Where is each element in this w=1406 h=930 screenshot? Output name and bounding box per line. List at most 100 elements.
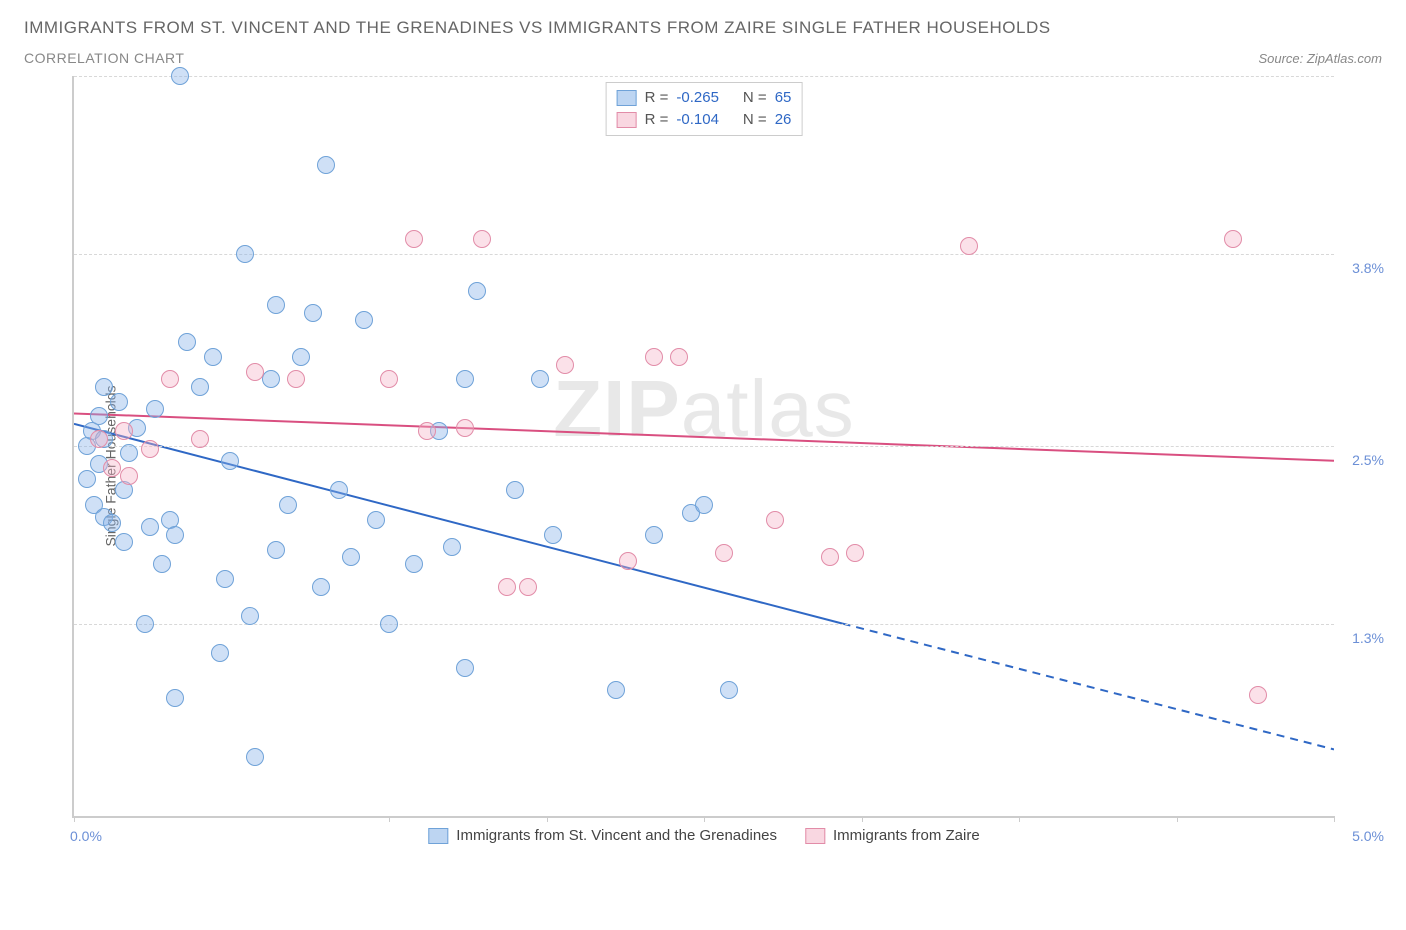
scatter-point-a [136,615,154,633]
x-tick [74,816,75,822]
scatter-point-a [330,481,348,499]
scatter-point-a [211,644,229,662]
scatter-point-b [120,467,138,485]
scatter-point-b [1224,230,1242,248]
scatter-point-b [846,544,864,562]
scatter-point-a [103,514,121,532]
y-tick-label: 1.3% [1352,630,1384,646]
scatter-point-b [287,370,305,388]
watermark-bold: ZIP [553,364,680,453]
plot-area: ZIPatlas R = -0.265 N = 65 R = -0.104 N … [72,76,1334,818]
scatter-point-b [141,440,159,458]
scatter-point-b [619,552,637,570]
scatter-point-a [115,533,133,551]
scatter-point-a [241,607,259,625]
scatter-point-a [146,400,164,418]
x-tick-label-min: 0.0% [70,828,102,844]
x-tick [1019,816,1020,822]
r-value-b: -0.104 [676,109,719,131]
source-prefix: Source: [1258,51,1306,66]
gridline [74,446,1334,447]
scatter-point-a [443,538,461,556]
scatter-point-b [191,430,209,448]
scatter-point-a [221,452,239,470]
n-label-b: N = [743,109,767,131]
legend-swatch-b-bottom [805,828,825,844]
scatter-point-b [519,578,537,596]
scatter-point-a [544,526,562,544]
legend-item-b: Immigrants from Zaire [805,827,980,844]
scatter-point-a [95,378,113,396]
n-value-a: 65 [775,87,792,109]
chart-subtitle: CORRELATION CHART [24,50,184,66]
scatter-point-b [645,348,663,366]
legend-row-b: R = -0.104 N = 26 [617,109,792,131]
x-tick [1177,816,1178,822]
source-name: ZipAtlas.com [1307,51,1382,66]
scatter-point-b [960,237,978,255]
scatter-point-a [531,370,549,388]
scatter-point-a [279,496,297,514]
regression-line [74,424,843,624]
scatter-point-a [367,511,385,529]
scatter-point-a [355,311,373,329]
scatter-point-b [115,422,133,440]
legend-correlation: R = -0.265 N = 65 R = -0.104 N = 26 [606,82,803,136]
gridline [74,254,1334,255]
scatter-point-a [141,518,159,536]
legend-row-a: R = -0.265 N = 65 [617,87,792,109]
scatter-point-a [304,304,322,322]
scatter-point-a [267,296,285,314]
legend-label-b: Immigrants from Zaire [833,827,980,844]
scatter-point-b [246,363,264,381]
scatter-point-a [246,748,264,766]
source-citation: Source: ZipAtlas.com [1258,51,1382,66]
chart-title: IMMIGRANTS FROM ST. VINCENT AND THE GREN… [24,18,1382,38]
r-label-b: R = [645,109,669,131]
scatter-point-a [178,333,196,351]
n-label-a: N = [743,87,767,109]
y-tick-label: 2.5% [1352,452,1384,468]
watermark-rest: atlas [681,364,855,453]
scatter-point-a [456,659,474,677]
y-tick-label: 3.8% [1352,260,1384,276]
x-tick [1334,816,1335,822]
scatter-point-a [90,407,108,425]
x-tick [547,816,548,822]
x-tick [862,816,863,822]
scatter-point-b [670,348,688,366]
scatter-point-a [166,526,184,544]
chart-container: Single Father Households ZIPatlas R = -0… [24,76,1382,856]
scatter-point-b [766,511,784,529]
watermark: ZIPatlas [553,363,854,455]
scatter-point-a [312,578,330,596]
scatter-point-b [821,548,839,566]
legend-item-a: Immigrants from St. Vincent and the Gren… [428,827,777,844]
scatter-point-a [171,67,189,85]
scatter-point-a [153,555,171,573]
scatter-point-a [317,156,335,174]
scatter-point-b [715,544,733,562]
gridline [74,624,1334,625]
scatter-point-a [78,470,96,488]
scatter-point-a [607,681,625,699]
scatter-point-a [166,689,184,707]
scatter-point-b [456,419,474,437]
legend-swatch-a [617,90,637,106]
r-label-a: R = [645,87,669,109]
scatter-point-b [556,356,574,374]
scatter-point-a [405,555,423,573]
scatter-point-b [380,370,398,388]
scatter-point-a [204,348,222,366]
subtitle-row: CORRELATION CHART Source: ZipAtlas.com [24,50,1382,66]
regression-line [74,413,1334,460]
legend-series: Immigrants from St. Vincent and the Gren… [428,827,979,844]
scatter-point-b [418,422,436,440]
scatter-point-b [1249,686,1267,704]
scatter-point-b [161,370,179,388]
scatter-point-b [103,459,121,477]
x-tick [704,816,705,822]
scatter-point-a [216,570,234,588]
scatter-point-a [120,444,138,462]
scatter-point-a [342,548,360,566]
